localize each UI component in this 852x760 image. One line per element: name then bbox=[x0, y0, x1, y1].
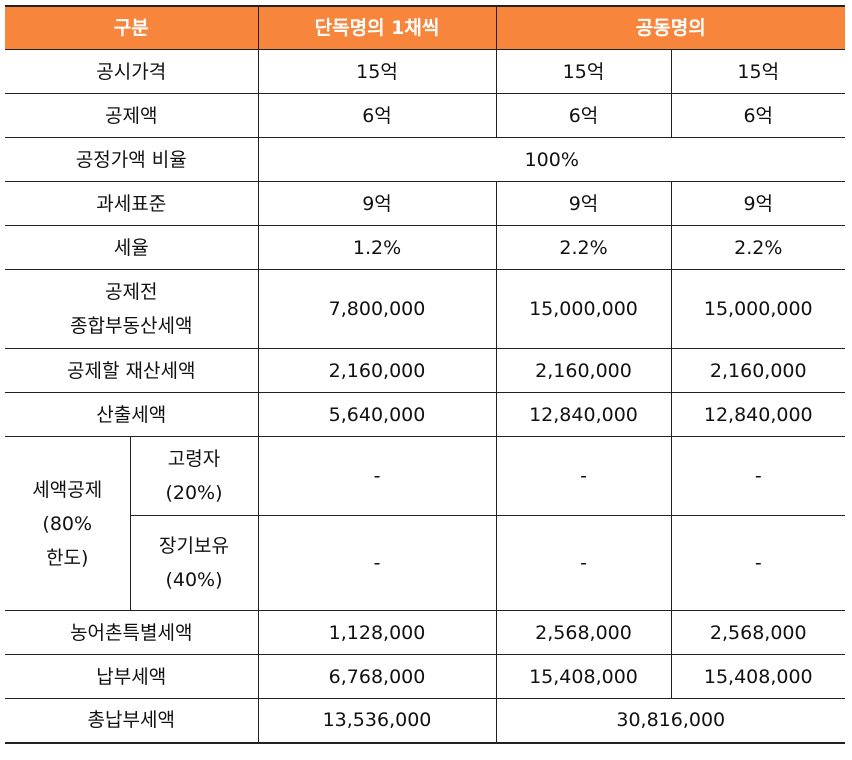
row-label: 공제액 bbox=[5, 93, 259, 138]
label-line: (80% bbox=[42, 512, 93, 535]
sub-label: 장기보유 (40%) bbox=[130, 515, 259, 611]
label-line: 고령자 bbox=[167, 448, 221, 470]
sub-label: 고령자 (20%) bbox=[129, 436, 259, 516]
cell: 2.2% bbox=[670, 225, 846, 270]
cell: 7,800,000 bbox=[257, 269, 497, 349]
cell: 2.2% bbox=[495, 225, 672, 270]
table-row: 총납부세액 13,536,000 30,816,000 bbox=[5, 698, 846, 744]
cell: 100% bbox=[257, 137, 846, 182]
row-label: 농어촌특별세액 bbox=[5, 610, 259, 655]
label-line: 종합부동산세액 bbox=[70, 315, 193, 337]
row-label: 총납부세액 bbox=[5, 698, 259, 744]
cell: 9억 bbox=[495, 181, 672, 226]
cell: 2,568,000 bbox=[495, 610, 672, 655]
row-label: 공정가액 비율 bbox=[5, 137, 259, 182]
label-line: (20%) bbox=[165, 482, 223, 504]
label-line: 공제전 bbox=[105, 281, 158, 303]
row-label: 세율 bbox=[5, 225, 259, 270]
row-label: 공제할 재산세액 bbox=[5, 348, 259, 393]
cell: 12,840,000 bbox=[495, 392, 672, 437]
label-line: 한도) bbox=[46, 546, 89, 569]
cell: - bbox=[257, 436, 497, 516]
table-row: 공제할 재산세액 2,160,000 2,160,000 2,160,000 bbox=[5, 348, 846, 393]
row-label: 세액공제 (80% 한도) bbox=[5, 436, 131, 611]
header-joint: 공동명의 bbox=[495, 5, 846, 50]
label-line: 장기보유 bbox=[159, 535, 229, 557]
cell: 2,160,000 bbox=[495, 348, 672, 393]
cell: 2,160,000 bbox=[670, 348, 846, 393]
table-row: 산출세액 5,640,000 12,840,000 12,840,000 bbox=[5, 392, 846, 437]
tax-comparison-table: 구분 단독명의 1채씩 공동명의 공시가격 15억 15억 15억 공제액 6억… bbox=[5, 5, 846, 744]
table-row: 납부세액 6,768,000 15,408,000 15,408,000 bbox=[5, 654, 846, 699]
cell: 9억 bbox=[670, 181, 846, 226]
cell: 30,816,000 bbox=[495, 698, 846, 744]
table-row: 공시가격 15억 15억 15억 bbox=[5, 49, 846, 94]
cell: 6억 bbox=[670, 93, 846, 138]
table-row: 공제액 6억 6억 6억 bbox=[5, 93, 846, 138]
row-label: 공시가격 bbox=[5, 49, 259, 94]
cell: - bbox=[257, 515, 497, 611]
table-row: 세액공제 (80% 한도) 고령자 (20%) - - - bbox=[5, 436, 846, 611]
table-row: 세율 1.2% 2.2% 2.2% bbox=[5, 225, 846, 270]
cell: 2,160,000 bbox=[257, 348, 497, 393]
cell: 15억 bbox=[670, 49, 846, 94]
cell: - bbox=[670, 515, 846, 611]
cell: 6억 bbox=[257, 93, 497, 138]
header-row: 구분 단독명의 1채씩 공동명의 bbox=[5, 5, 846, 50]
cell: 13,536,000 bbox=[257, 698, 497, 744]
cell: 6,768,000 bbox=[257, 654, 497, 699]
cell: - bbox=[495, 515, 672, 611]
row-label: 납부세액 bbox=[5, 654, 259, 699]
cell: 15억 bbox=[495, 49, 672, 94]
label-line: 세액공제 bbox=[32, 478, 103, 501]
table-row: 과세표준 9억 9억 9억 bbox=[5, 181, 846, 226]
cell: 12,840,000 bbox=[670, 392, 846, 437]
cell: - bbox=[495, 436, 672, 516]
cell: 15,408,000 bbox=[670, 654, 846, 699]
cell: 9억 bbox=[257, 181, 497, 226]
table-row: 농어촌특별세액 1,128,000 2,568,000 2,568,000 bbox=[5, 610, 846, 655]
header-single: 단독명의 1채씩 bbox=[257, 5, 497, 50]
cell: 15,000,000 bbox=[670, 269, 846, 349]
cell: 6억 bbox=[495, 93, 672, 138]
cell: 15,408,000 bbox=[495, 654, 672, 699]
row-label: 산출세액 bbox=[5, 392, 259, 437]
row-label: 과세표준 bbox=[5, 181, 259, 226]
cell: 1,128,000 bbox=[257, 610, 497, 655]
label-line: (40%) bbox=[165, 569, 223, 591]
cell: 5,640,000 bbox=[257, 392, 497, 437]
cell: 1.2% bbox=[257, 225, 497, 270]
header-category: 구분 bbox=[5, 5, 259, 50]
cell: 15억 bbox=[257, 49, 497, 94]
table-row: 공정가액 비율 100% bbox=[5, 137, 846, 182]
cell: - bbox=[670, 436, 846, 516]
cell: 2,568,000 bbox=[670, 610, 846, 655]
table-row: 장기보유 (40%) - - - bbox=[5, 515, 846, 611]
cell: 15,000,000 bbox=[495, 269, 672, 349]
